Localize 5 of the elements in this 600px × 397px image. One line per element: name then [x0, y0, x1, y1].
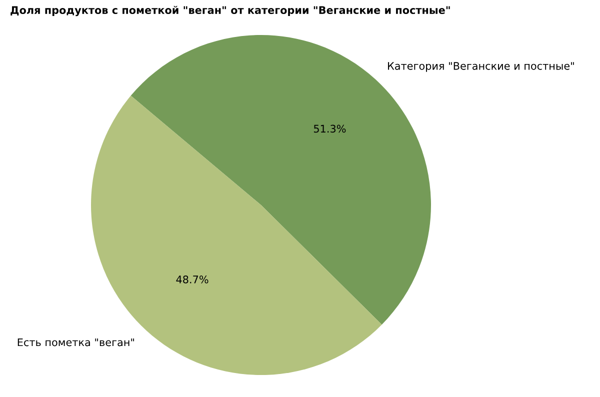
slice-label: Есть пометка "веган" [18, 338, 134, 346]
data-label: 48.7% [176, 276, 208, 284]
data-label: 51.3% [314, 124, 346, 133]
slice-label: Категория "Веганские и постные" [388, 62, 574, 72]
chart-title: Доля продуктов с пометкой "веган" от категории "Веганские и постные" [10, 6, 450, 16]
